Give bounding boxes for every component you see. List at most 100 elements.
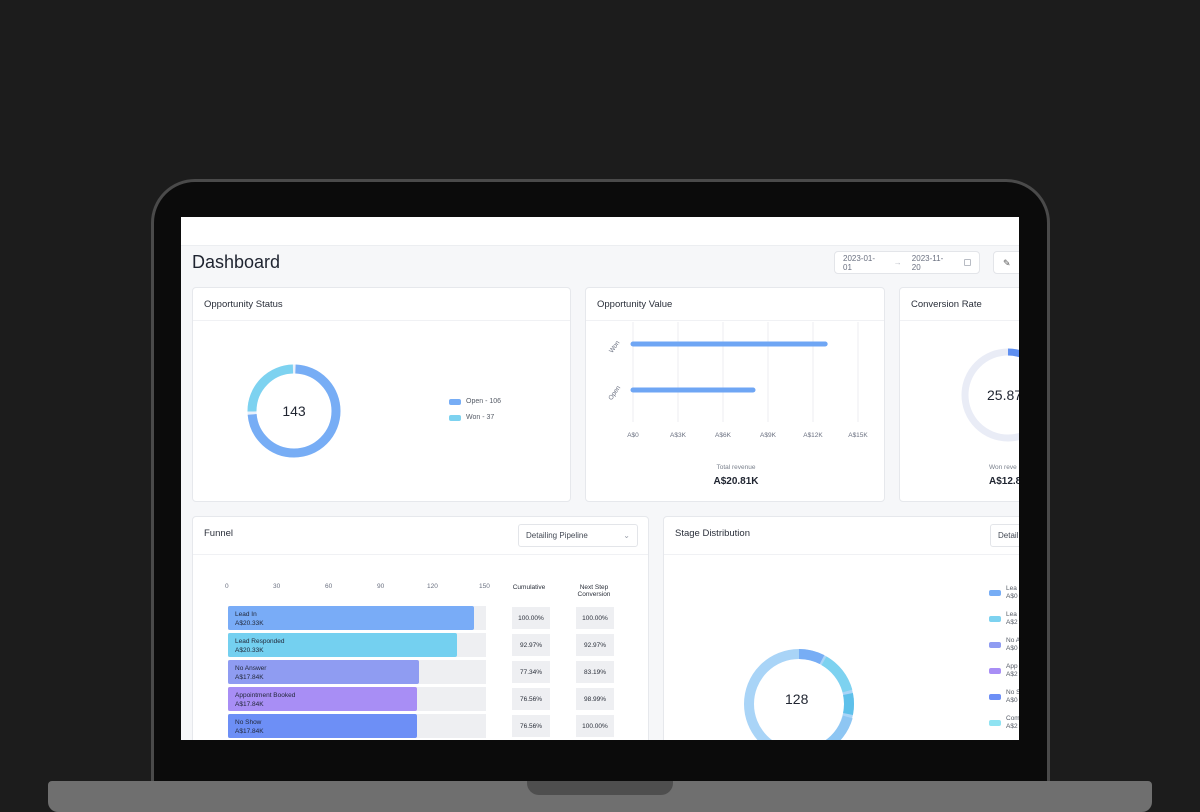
legend-amount: A$0 xyxy=(1006,645,1018,652)
funnel-bar[interactable]: Lead In A$20.33K xyxy=(228,606,474,630)
axis-tick: 60 xyxy=(325,583,333,590)
legend-text: Com A$2 xyxy=(1006,715,1019,731)
legend-swatch xyxy=(989,642,1001,648)
date-start: 2023-01-01 xyxy=(843,253,876,272)
date-range-picker[interactable]: 2023-01-01 → 2023-11-20 xyxy=(834,251,980,274)
y-category-label: Won xyxy=(608,339,622,354)
x-tick-label: A$15K xyxy=(848,432,868,439)
funnel-stage-label: Lead Responded xyxy=(235,638,285,645)
next-step-cell: 100.00% xyxy=(576,715,614,737)
donut-slice-a xyxy=(798,649,825,665)
cumulative-cell: 77.34% xyxy=(512,661,550,683)
donut-slice-open xyxy=(247,364,341,458)
won-revenue-label: Won reve xyxy=(989,464,1017,471)
legend-swatch xyxy=(989,694,1001,700)
laptop-notch xyxy=(527,781,673,795)
divider xyxy=(193,554,648,555)
cumulative-header: Cumulative xyxy=(512,584,546,591)
funnel-bar[interactable]: No Answer A$17.84K xyxy=(228,660,419,684)
divider xyxy=(664,554,1019,555)
legend-item-open[interactable]: Open - 106 xyxy=(449,398,501,405)
next-step-cell: 83.19% xyxy=(576,661,614,683)
edit-button[interactable]: ✎ xyxy=(993,251,1019,274)
legend-stage: Lea xyxy=(1006,611,1017,618)
legend-swatch xyxy=(449,414,461,421)
legend-swatch xyxy=(989,720,1001,726)
donut-slice-c xyxy=(843,693,855,715)
top-bar xyxy=(181,217,1019,246)
x-tick-label: A$9K xyxy=(760,432,777,439)
legend-amount: A$0 xyxy=(1006,593,1018,600)
page-title: Dashboard xyxy=(192,252,281,272)
axis-tick: 30 xyxy=(273,583,281,590)
stage-legend-item[interactable]: No A A$0 xyxy=(989,637,1019,653)
funnel-bar[interactable]: Lead Responded A$20.33K xyxy=(228,633,457,657)
legend-text: Lea A$2 xyxy=(1006,611,1018,627)
cumulative-cell: 76.56% xyxy=(512,688,550,710)
date-end: 2023-11-20 xyxy=(911,253,944,272)
funnel-stage-label: No Answer xyxy=(235,665,267,672)
stage-select-value: Detail xyxy=(998,531,1019,540)
funnel-card: Funnel Detailing Pipeline ⌄ 0 30 60 90 1… xyxy=(192,516,649,740)
funnel-bar[interactable]: No Show A$17.84K xyxy=(228,714,417,738)
x-tick-label: A$3K xyxy=(670,432,687,439)
chevron-down-icon: ⌄ xyxy=(623,531,630,540)
card-title: Conversion Rate xyxy=(911,299,982,310)
y-category-label: Open xyxy=(607,384,622,401)
next-step-cell: 100.00% xyxy=(576,607,614,629)
funnel-stage-label: Lead In xyxy=(235,611,257,618)
stage-legend-item[interactable]: Lea A$0 xyxy=(989,585,1018,601)
legend-amount: A$0 xyxy=(1006,697,1018,704)
divider xyxy=(193,320,570,321)
donut-slice-b xyxy=(821,656,853,693)
card-title: Opportunity Value xyxy=(597,299,673,310)
conversion-gauge xyxy=(961,348,1019,442)
legend-text: No A A$0 xyxy=(1006,637,1019,653)
pipeline-select[interactable]: Detailing Pipeline ⌄ xyxy=(518,524,638,547)
opportunity-status-card: Opportunity Status 143 Open - 106 Won - … xyxy=(192,287,571,502)
total-revenue-label: Total revenue xyxy=(716,464,756,471)
stage-select[interactable]: Detail xyxy=(990,524,1019,547)
stage-legend-item[interactable]: Com A$2 xyxy=(989,715,1019,731)
legend-label: Open - 106 xyxy=(466,398,502,405)
legend-swatch xyxy=(989,668,1001,674)
legend-item-won[interactable]: Won - 37 xyxy=(449,414,494,421)
x-tick-label: A$6K xyxy=(715,432,732,439)
funnel-bar[interactable]: Appointment Booked A$17.84K xyxy=(228,687,417,711)
funnel-stage-amount: A$17.84K xyxy=(235,674,264,681)
gauge-fill xyxy=(1007,348,1019,358)
donut-slice-d xyxy=(825,715,853,740)
legend-stage: Com xyxy=(1006,715,1019,722)
legend-stage: No S xyxy=(1006,689,1019,696)
stage-legend-item[interactable]: No S A$0 xyxy=(989,689,1019,705)
legend-text: Lea A$0 xyxy=(1006,585,1018,601)
legend-swatch xyxy=(989,590,1001,596)
conversion-rate-card: Conversion Rate 25.87 Won reve A$12.8 xyxy=(899,287,1019,502)
cumulative-cell: 100.00% xyxy=(512,607,550,629)
stage-distribution-card: Stage Distribution Detail 128 Lea A$0 Lea A… xyxy=(663,516,1019,740)
x-tick-label: A$12K xyxy=(803,432,823,439)
next-step-cell: 98.99% xyxy=(576,688,614,710)
conversion-rate-value: 25.87 xyxy=(987,387,1019,403)
calendar-icon xyxy=(964,259,971,266)
legend-amount: A$2 xyxy=(1006,723,1018,730)
donut-total: 143 xyxy=(282,403,306,419)
funnel-stage-amount: A$17.84K xyxy=(235,728,264,735)
card-title: Stage Distribution xyxy=(675,528,750,539)
axis-tick: 90 xyxy=(377,583,385,590)
dashboard-screen: Dashboard 2023-01-01 → 2023-11-20 ✎ Oppo… xyxy=(181,217,1019,740)
funnel-stage-label: No Show xyxy=(235,719,262,726)
card-title: Funnel xyxy=(204,528,234,539)
funnel-stage-amount: A$20.33K xyxy=(235,647,264,654)
opportunity-value-card: Opportunity Value A$0 A$3K A$6K A$9K A$12K A$… xyxy=(585,287,885,502)
stage-legend-item[interactable]: Lea A$2 xyxy=(989,611,1018,627)
legend-text: No S A$0 xyxy=(1006,689,1019,705)
donut-slice-won xyxy=(247,364,341,458)
total-revenue-value: A$20.81K xyxy=(713,476,759,487)
pipeline-select-value: Detailing Pipeline xyxy=(526,531,588,540)
legend-swatch xyxy=(449,398,461,405)
stage-legend-item[interactable]: App A$2 xyxy=(989,663,1018,679)
legend-swatch xyxy=(989,616,1001,622)
axis-tick: 120 xyxy=(427,583,438,590)
won-revenue-value: A$12.8 xyxy=(989,476,1019,487)
